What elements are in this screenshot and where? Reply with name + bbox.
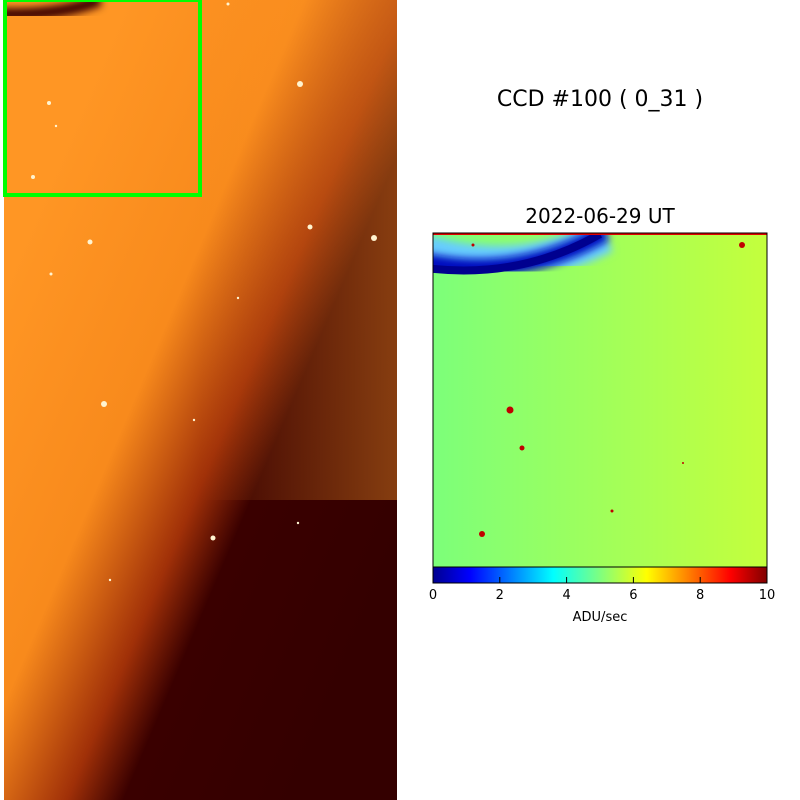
colorbar bbox=[432, 566, 768, 584]
star-field bbox=[471, 242, 745, 537]
star bbox=[47, 101, 51, 105]
star bbox=[210, 535, 216, 541]
star bbox=[739, 242, 745, 248]
star bbox=[101, 401, 107, 407]
colorbar-tick-label: 2 bbox=[496, 588, 504, 603]
star bbox=[108, 578, 112, 582]
colorbar-tick-label: 6 bbox=[629, 588, 637, 603]
figure-title: CCD #100 ( 0_31 ) bbox=[497, 87, 703, 112]
star bbox=[54, 124, 58, 128]
star bbox=[297, 81, 303, 87]
star bbox=[479, 531, 485, 537]
colorbar-tick-label: 4 bbox=[562, 588, 570, 603]
colorbar-tick-label: 0 bbox=[429, 588, 437, 603]
star bbox=[192, 418, 196, 422]
star bbox=[610, 509, 614, 513]
heatmap-title: 2022-06-29 UT bbox=[525, 204, 675, 228]
star bbox=[471, 243, 475, 247]
star bbox=[226, 2, 230, 6]
star bbox=[87, 239, 93, 245]
colorbar-label: ADU/sec bbox=[573, 610, 628, 625]
heatmap-image bbox=[433, 233, 767, 568]
colorbar-tick-label: 8 bbox=[696, 588, 704, 603]
star bbox=[296, 521, 300, 525]
star bbox=[49, 272, 53, 276]
colorbar-tick-label: 10 bbox=[759, 588, 776, 603]
star bbox=[682, 462, 684, 464]
star bbox=[371, 235, 377, 241]
star bbox=[307, 224, 313, 230]
star-field bbox=[31, 2, 377, 582]
highlight-box[interactable] bbox=[3, 0, 202, 197]
star bbox=[506, 406, 514, 414]
star bbox=[31, 175, 35, 179]
star bbox=[236, 296, 240, 300]
colorbar-ticks: 0 2 4 6 8 10 bbox=[429, 577, 775, 603]
star bbox=[519, 445, 525, 451]
